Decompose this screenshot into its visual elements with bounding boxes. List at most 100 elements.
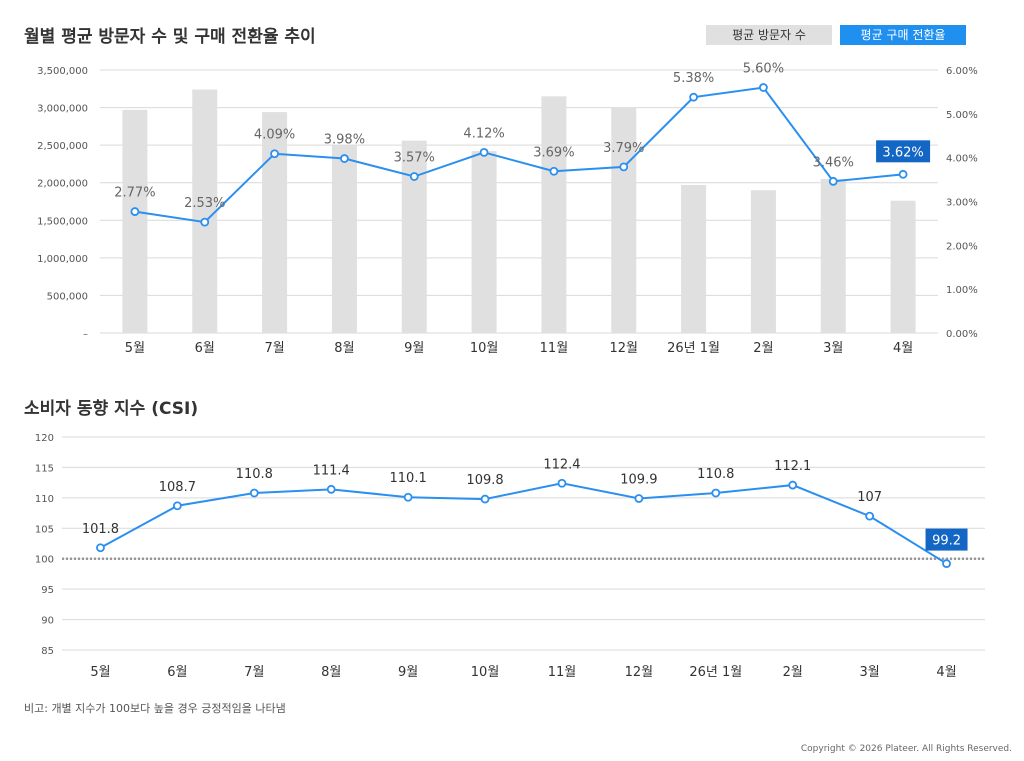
- chart2-svg: 85 90 95 100 105 110 115 120 5월 6월 7월 8월 9월 10월 11월 12월…: [35, 433, 985, 680]
- x-tick-label: 26년 1월: [689, 665, 742, 680]
- y-tick-label: 95: [41, 585, 54, 596]
- bar: [890, 200, 916, 333]
- csi-data-label: 110.8: [697, 467, 734, 482]
- y-tick-label: 110: [35, 494, 54, 505]
- x-tick-label: 3월: [823, 341, 843, 356]
- csi-data-label: 112.1: [774, 459, 811, 474]
- x-tick-label: 2월: [783, 665, 803, 680]
- y-right-tick-label: 5.00%: [946, 110, 978, 121]
- conversion-point: [409, 172, 419, 181]
- conversion-point: [619, 162, 629, 172]
- x-tick-label: 6월: [167, 665, 187, 680]
- last-value-box: [876, 140, 931, 163]
- x-tick-label: 10월: [470, 341, 499, 356]
- bar: [122, 109, 148, 333]
- csi-data-label: 108.7: [159, 480, 196, 495]
- csi-point: [403, 492, 413, 502]
- x-tick-label: 12월: [625, 665, 654, 680]
- bar: [611, 107, 637, 333]
- x-tick-label: 26년 1월: [667, 341, 720, 356]
- y-tick-label: 100: [35, 555, 54, 566]
- csi-point: [557, 478, 567, 488]
- x-tick-label: 5월: [125, 341, 145, 356]
- csi-point: [711, 488, 721, 498]
- chart1-legend: 평균 방문자 수 평균 구매 전환율: [706, 25, 966, 45]
- csi-data-label: 110.8: [236, 467, 273, 482]
- y-tick-label: 90: [41, 616, 54, 627]
- conversion-data-label: 2.77%: [114, 186, 155, 201]
- y-left-tick-label: 1,500,000: [37, 216, 88, 227]
- conversion-data-label: 5.38%: [673, 71, 714, 86]
- conversion-data-label: 3.57%: [394, 151, 435, 166]
- x-tick-label: 7월: [244, 665, 264, 680]
- bar: [192, 89, 218, 333]
- y-right-tick-label: 4.00%: [946, 154, 978, 165]
- x-tick-label: 4월: [936, 665, 956, 680]
- csi-data-label: 99.2: [932, 534, 961, 549]
- x-tick-label: 11월: [548, 665, 577, 680]
- conversion-data-label: 3.98%: [324, 133, 365, 148]
- bar: [750, 190, 776, 333]
- csi-data-label: 110.1: [390, 471, 427, 486]
- bar: [820, 178, 846, 333]
- csi-point: [96, 543, 105, 553]
- y-tick-label: 105: [35, 524, 54, 535]
- y-right-tick-label: 3.00%: [946, 198, 978, 209]
- footnote: 비고: 개별 지수가 100보다 높을 경우 긍정적임을 나타냄: [24, 702, 286, 715]
- x-tick-label: 12월: [609, 341, 638, 356]
- csi-data-label: 109.9: [620, 472, 657, 487]
- conversion-line: [134, 86, 904, 224]
- y-left-tick-label: 2,000,000: [37, 179, 88, 190]
- bar: [541, 96, 567, 333]
- x-tick-label: 4월: [893, 341, 913, 356]
- y-tick-label: 85: [41, 646, 54, 657]
- copyright: Copyright © 2026 Plateer. All Rights Res…: [800, 744, 1012, 754]
- conversion-point: [828, 176, 838, 186]
- conversion-point: [479, 148, 489, 157]
- chart1-svg: – 500,000 1,000,000 1,500,000 2,000,000 2,500…: [37, 62, 978, 356]
- conversion-point: [270, 149, 279, 159]
- last-value-box: [925, 528, 968, 551]
- csi-point: [480, 494, 490, 504]
- x-tick-label: 10월: [471, 665, 500, 680]
- conversion-point: [898, 169, 908, 179]
- csi-data-label: 112.4: [543, 457, 580, 472]
- x-tick-label: 5월: [90, 665, 110, 680]
- x-tick-label: 6월: [195, 341, 215, 356]
- conversion-point: [130, 207, 140, 216]
- csi-line: [99, 482, 948, 565]
- y-left-tick-label: 2,500,000: [37, 141, 88, 152]
- conversion-data-label: 3.46%: [813, 155, 854, 170]
- x-tick-label: 9월: [398, 665, 418, 680]
- x-tick-label: 9월: [404, 341, 424, 356]
- conversion-data-label: 4.09%: [254, 128, 295, 143]
- chart2-title: 소비자 동향 지수 (CSI): [24, 399, 199, 419]
- y-left-tick-label: 1,000,000: [37, 254, 88, 265]
- csi-data-label: 107: [857, 490, 882, 505]
- x-tick-label: 8월: [321, 665, 341, 680]
- csi-point: [788, 480, 798, 490]
- conversion-data-label: 3.79%: [603, 141, 644, 156]
- legend-conversion: 평균 구매 전환율: [840, 25, 966, 45]
- csi-point: [942, 559, 951, 568]
- conversion-data-label: 5.60%: [743, 62, 784, 77]
- conversion-point: [759, 83, 768, 92]
- csi-point: [172, 501, 182, 511]
- bar: [681, 184, 707, 333]
- x-tick-label: 11월: [540, 341, 569, 356]
- conversion-data-label: 2.53%: [184, 196, 225, 211]
- y-right-tick-label: 6.00%: [946, 66, 978, 77]
- x-tick-label: 7월: [264, 341, 284, 356]
- conversion-data-label: 3.62%: [882, 145, 923, 160]
- conversion-data-label: 4.12%: [463, 126, 504, 141]
- conversion-point: [689, 92, 698, 102]
- conversion-point: [340, 154, 349, 163]
- y-tick-label: 115: [35, 463, 54, 474]
- csi-point: [634, 494, 644, 503]
- csi-point: [865, 511, 875, 521]
- y-left-tick-label: –: [83, 329, 88, 340]
- x-tick-label: 8월: [334, 341, 354, 356]
- conversion-data-label: 3.69%: [533, 145, 574, 160]
- y-tick-label: 120: [35, 433, 54, 444]
- y-left-tick-label: 500,000: [47, 291, 88, 302]
